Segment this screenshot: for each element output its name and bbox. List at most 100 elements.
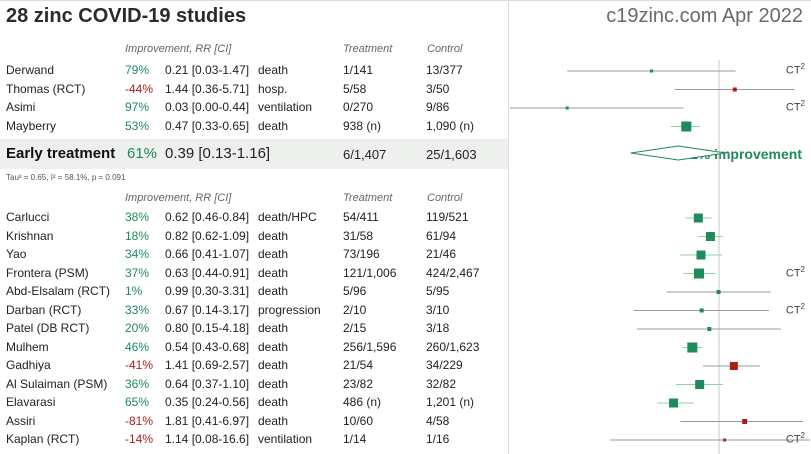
study-treatment: 1/14 bbox=[343, 432, 367, 446]
study-name: Thomas (RCT) bbox=[6, 81, 86, 96]
effect-marker bbox=[716, 290, 721, 294]
study-improvement: -14% bbox=[125, 432, 154, 446]
early-label: Early treatment bbox=[6, 145, 116, 162]
effect-marker bbox=[696, 250, 706, 260]
effect-marker bbox=[695, 380, 705, 389]
study-rr: 0.62 [0.46-0.84] bbox=[165, 210, 250, 224]
effect-marker bbox=[699, 308, 704, 313]
header-control: Control bbox=[427, 43, 463, 55]
ct-superscript: 2 bbox=[800, 264, 805, 274]
late-study-row: Abd-Elsalam (RCT) 1% 0.99 [0.30-3.31] death… bbox=[0, 282, 811, 301]
study-treatment: 1/141 bbox=[343, 63, 374, 77]
study-improvement: 46% bbox=[125, 339, 150, 354]
study-improvement: 53% bbox=[125, 118, 150, 133]
effect-marker bbox=[707, 327, 712, 331]
study-improvement: 97% bbox=[125, 100, 150, 114]
study-control: 21/46 bbox=[426, 247, 457, 261]
study-improvement: 79% bbox=[125, 63, 150, 77]
heterogeneity-stats: Tau² = 0.65, I² = 58.1%, p = 0.091 bbox=[6, 173, 126, 182]
late-study-row: Darban (RCT) 33% 0.67 [0.14-3.17] progressi… bbox=[0, 301, 811, 320]
study-rr: 1.81 [0.41-6.97] bbox=[165, 413, 250, 428]
late-study-row: Patel (DB RCT) 20% 0.80 [0.15-4.18] death 2/… bbox=[0, 319, 811, 338]
study-rr: 0.63 [0.44-0.91] bbox=[165, 265, 250, 280]
study-name: Mulhem bbox=[6, 339, 49, 354]
study-rr: 0.66 [0.41-1.07] bbox=[165, 247, 250, 261]
early-study-row: Asimi 97% 0.03 [0.00-0.44] ventilation 0/270… bbox=[0, 98, 811, 117]
brand-label: c19zinc.com Apr 2022 bbox=[606, 5, 803, 27]
study-outcome: death bbox=[258, 118, 289, 133]
study-treatment: 31/58 bbox=[343, 228, 374, 243]
study-control: 5/95 bbox=[426, 284, 450, 298]
early-control: 25/1,603 bbox=[426, 147, 477, 162]
study-ct-marker: CT2 bbox=[786, 302, 805, 317]
study-name: Assiri bbox=[6, 413, 36, 428]
study-rr: 0.21 [0.03-1.47] bbox=[165, 63, 250, 77]
study-control: 260/1,623 bbox=[426, 339, 480, 354]
ct-superscript: 2 bbox=[800, 62, 805, 71]
study-rr: 1.41 [0.69-2.57] bbox=[165, 358, 250, 372]
late-study-row: Yao 34% 0.66 [0.41-1.07] death 73/196 21/46 bbox=[0, 245, 811, 264]
study-name: Yao bbox=[6, 247, 27, 261]
study-control: 1,201 (n) bbox=[426, 395, 475, 409]
ct-label: CT bbox=[785, 267, 801, 280]
study-control: 119/521 bbox=[426, 210, 469, 224]
study-ct-marker: CT2 bbox=[786, 62, 805, 77]
early-study-row: Thomas (RCT) -44% 1.44 [0.36-5.71] hosp. 5/5… bbox=[0, 80, 811, 99]
study-treatment: 5/58 bbox=[343, 81, 367, 96]
early-study-row: Derwand 79% 0.21 [0.03-1.47] death 1/141 13/3… bbox=[0, 61, 811, 80]
study-treatment: 2/15 bbox=[343, 321, 367, 335]
study-rr: 1.44 [0.36-5.71] bbox=[165, 81, 250, 96]
effect-marker bbox=[681, 121, 692, 132]
late-study-row: Al Sulaiman (PSM) 36% 0.64 [0.37-1.10] deat… bbox=[0, 375, 811, 394]
late-study-row: Frontera (PSM) 37% 0.63 [0.44-0.91] death 12… bbox=[0, 264, 811, 283]
ct-superscript: 2 bbox=[800, 301, 805, 311]
early-treatment-summary: Early treatment 61% 0.39 [0.13-1.16] 6/1… bbox=[0, 139, 508, 169]
study-rr: 0.03 [0.00-0.44] bbox=[165, 100, 250, 114]
study-improvement: 38% bbox=[125, 210, 150, 224]
study-outcome: death bbox=[258, 358, 289, 372]
study-control: 32/82 bbox=[426, 376, 457, 391]
study-treatment: 2/10 bbox=[343, 302, 367, 317]
study-outcome: ventilation bbox=[258, 100, 313, 114]
study-outcome: progression bbox=[258, 302, 321, 317]
study-outcome: death bbox=[258, 339, 289, 354]
early-treatment: 6/1,407 bbox=[343, 147, 387, 162]
study-name: Gadhiya bbox=[6, 358, 51, 372]
effect-marker bbox=[649, 69, 653, 73]
study-outcome: death bbox=[258, 228, 289, 243]
study-rr: 1.14 [0.08-16.6] bbox=[165, 432, 250, 446]
study-improvement: 33% bbox=[125, 302, 150, 317]
early-study-row: Mayberry 53% 0.47 [0.33-0.65] death 938 (n) 1… bbox=[0, 117, 811, 136]
study-treatment: 5/96 bbox=[343, 284, 367, 298]
study-name: Kaplan (RCT) bbox=[6, 432, 80, 446]
study-control: 424/2,467 bbox=[426, 265, 480, 280]
ct-label: CT bbox=[785, 304, 801, 317]
study-improvement: -81% bbox=[125, 413, 154, 428]
study-control: 1/16 bbox=[426, 432, 450, 446]
improvement-label: 61% improvement bbox=[682, 146, 802, 162]
study-control: 1,090 (n) bbox=[426, 118, 475, 133]
study-name: Darban (RCT) bbox=[6, 302, 82, 317]
study-control: 4/58 bbox=[426, 413, 450, 428]
late-study-row: Gadhiya -41% 1.41 [0.69-2.57] death 21/54 34/… bbox=[0, 356, 811, 375]
early-pct: 61% bbox=[127, 145, 158, 162]
study-name: Al Sulaiman (PSM) bbox=[6, 376, 108, 391]
study-rr: 0.82 [0.62-1.09] bbox=[165, 228, 250, 243]
study-outcome: hosp. bbox=[258, 81, 288, 96]
early-rr: 0.39 [0.13-1.16] bbox=[165, 145, 271, 162]
study-control: 13/377 bbox=[426, 63, 463, 77]
study-improvement: 34% bbox=[125, 247, 150, 261]
header-improvement: Improvement, RR [CI] bbox=[125, 43, 232, 55]
late-study-row: Assiri -81% 1.81 [0.41-6.97] death 10/60 4/58 bbox=[0, 412, 811, 431]
study-outcome: death bbox=[258, 321, 289, 335]
study-rr: 0.35 [0.24-0.56] bbox=[165, 395, 250, 409]
study-ct-marker: CT2 bbox=[786, 431, 805, 446]
effect-marker bbox=[693, 213, 703, 223]
study-control: 61/94 bbox=[426, 228, 457, 243]
effect-marker bbox=[565, 106, 569, 110]
ct-label: CT bbox=[785, 101, 801, 114]
header-treatment: Treatment bbox=[343, 43, 393, 55]
study-improvement: 20% bbox=[125, 321, 150, 335]
study-name: Derwand bbox=[6, 63, 55, 77]
